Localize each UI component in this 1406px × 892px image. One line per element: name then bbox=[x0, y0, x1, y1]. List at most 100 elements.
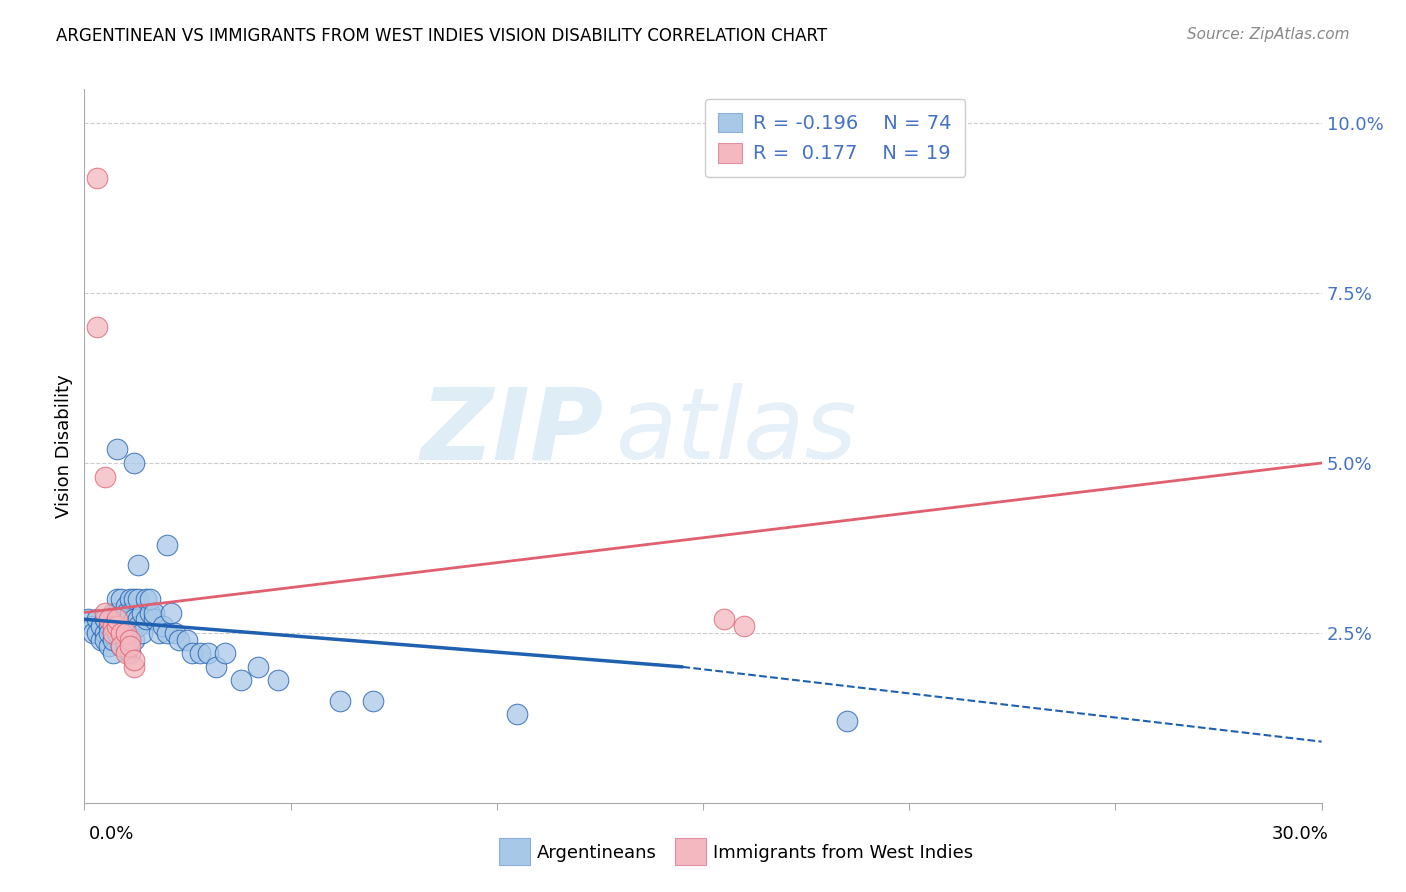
Point bbox=[139, 606, 162, 620]
Text: 0.0%: 0.0% bbox=[89, 825, 134, 843]
Point bbox=[205, 660, 228, 674]
Point bbox=[176, 632, 198, 647]
Point bbox=[118, 591, 141, 606]
Point bbox=[94, 626, 117, 640]
Point bbox=[105, 606, 128, 620]
Point bbox=[118, 632, 141, 647]
Point bbox=[110, 612, 132, 626]
Point bbox=[127, 612, 149, 626]
Text: ZIP: ZIP bbox=[420, 384, 605, 480]
Point bbox=[105, 626, 128, 640]
Point bbox=[122, 660, 145, 674]
Point bbox=[156, 537, 179, 551]
Point bbox=[118, 640, 141, 654]
Point bbox=[118, 606, 141, 620]
Point bbox=[135, 612, 157, 626]
Point bbox=[105, 442, 128, 457]
Point bbox=[114, 646, 136, 660]
Point bbox=[77, 612, 100, 626]
Point bbox=[506, 707, 529, 722]
Point bbox=[135, 591, 157, 606]
Point bbox=[103, 606, 125, 620]
Point bbox=[103, 632, 125, 647]
Text: atlas: atlas bbox=[616, 384, 858, 480]
Point bbox=[98, 640, 121, 654]
Point bbox=[152, 619, 174, 633]
Point bbox=[733, 619, 755, 633]
Point bbox=[105, 612, 128, 626]
Point bbox=[105, 619, 128, 633]
Point bbox=[160, 606, 183, 620]
Point bbox=[143, 612, 166, 626]
Point bbox=[82, 626, 104, 640]
Point bbox=[98, 612, 121, 626]
Point bbox=[114, 606, 136, 620]
Point bbox=[361, 694, 384, 708]
Point bbox=[114, 619, 136, 633]
Point bbox=[94, 469, 117, 483]
Point bbox=[127, 591, 149, 606]
Point bbox=[94, 606, 117, 620]
Point bbox=[139, 591, 162, 606]
Point bbox=[837, 714, 859, 729]
Point bbox=[103, 626, 125, 640]
Point bbox=[329, 694, 352, 708]
Point bbox=[114, 626, 136, 640]
Point bbox=[122, 591, 145, 606]
Point bbox=[98, 619, 121, 633]
Point bbox=[156, 626, 179, 640]
Point bbox=[114, 640, 136, 654]
Point bbox=[180, 646, 202, 660]
Point bbox=[86, 320, 108, 334]
Point bbox=[114, 626, 136, 640]
Point bbox=[118, 646, 141, 660]
Point bbox=[122, 612, 145, 626]
Point bbox=[127, 558, 149, 572]
Text: ARGENTINEAN VS IMMIGRANTS FROM WEST INDIES VISION DISABILITY CORRELATION CHART: ARGENTINEAN VS IMMIGRANTS FROM WEST INDI… bbox=[56, 27, 827, 45]
Point bbox=[90, 632, 112, 647]
Point bbox=[90, 619, 112, 633]
Point bbox=[110, 640, 132, 654]
Text: Immigrants from West Indies: Immigrants from West Indies bbox=[713, 844, 973, 862]
Point bbox=[118, 612, 141, 626]
Text: Source: ZipAtlas.com: Source: ZipAtlas.com bbox=[1187, 27, 1350, 42]
Point bbox=[165, 626, 187, 640]
Point bbox=[110, 626, 132, 640]
Point bbox=[98, 626, 121, 640]
Point bbox=[122, 632, 145, 647]
Point bbox=[110, 619, 132, 633]
Point bbox=[127, 619, 149, 633]
Point bbox=[110, 626, 132, 640]
Point bbox=[110, 591, 132, 606]
Y-axis label: Vision Disability: Vision Disability bbox=[55, 374, 73, 518]
Point bbox=[103, 626, 125, 640]
Point bbox=[148, 626, 170, 640]
Point bbox=[86, 170, 108, 185]
Point bbox=[94, 612, 117, 626]
Point bbox=[267, 673, 290, 688]
Point bbox=[713, 612, 735, 626]
Point bbox=[131, 606, 153, 620]
Point bbox=[105, 612, 128, 626]
Point bbox=[122, 456, 145, 470]
Point bbox=[103, 646, 125, 660]
Point bbox=[214, 646, 236, 660]
Point bbox=[131, 626, 153, 640]
Point bbox=[86, 612, 108, 626]
Text: Argentineans: Argentineans bbox=[537, 844, 657, 862]
Point bbox=[167, 632, 190, 647]
Legend: R = -0.196    N = 74, R =  0.177    N = 19: R = -0.196 N = 74, R = 0.177 N = 19 bbox=[704, 99, 966, 177]
Point bbox=[188, 646, 211, 660]
Point bbox=[82, 619, 104, 633]
Point bbox=[246, 660, 269, 674]
Point bbox=[114, 599, 136, 613]
Point bbox=[229, 673, 252, 688]
Point bbox=[105, 591, 128, 606]
Point bbox=[94, 632, 117, 647]
Point bbox=[197, 646, 219, 660]
Point bbox=[86, 626, 108, 640]
Point bbox=[103, 619, 125, 633]
Point bbox=[110, 640, 132, 654]
Point bbox=[122, 619, 145, 633]
Point bbox=[122, 653, 145, 667]
